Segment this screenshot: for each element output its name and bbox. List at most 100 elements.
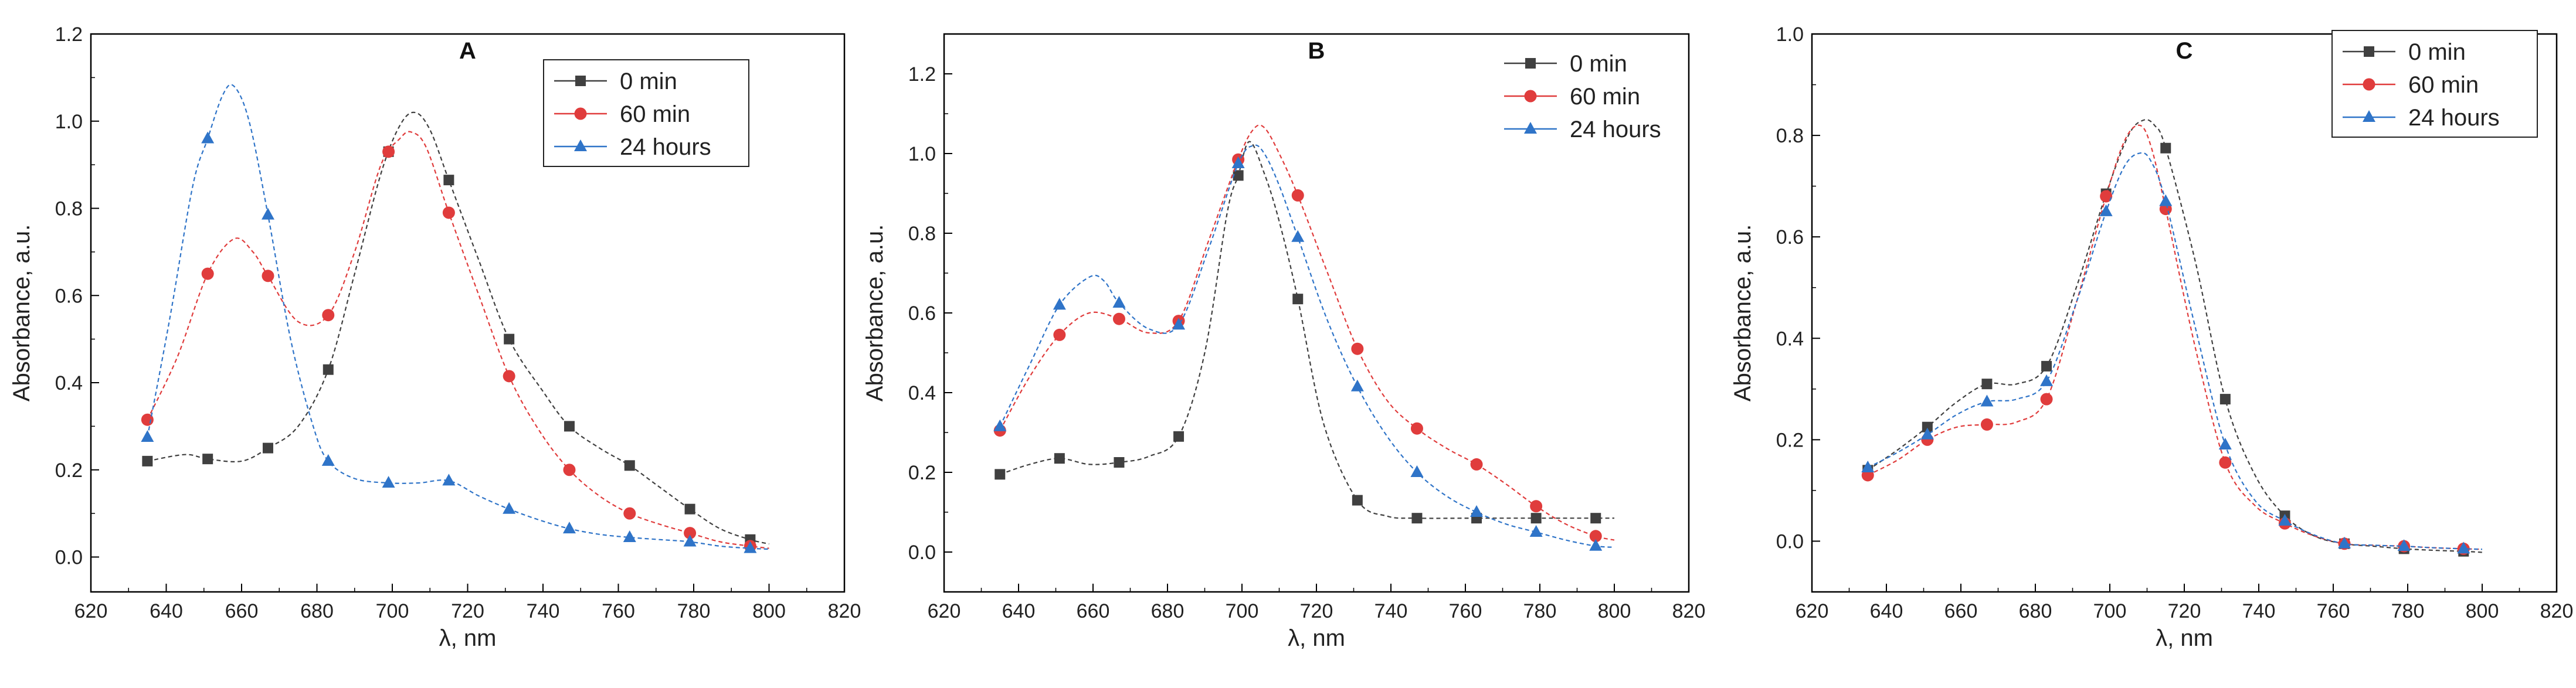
- chart-a-x-axis-label: λ, nm: [439, 625, 497, 651]
- chart-a-y-axis-label: Absorbance, a.u.: [9, 224, 35, 401]
- chart-a-series-0-min-point: [624, 460, 635, 471]
- chart-b-x-tick-label: 680: [1151, 600, 1185, 622]
- chart-b-series-24-hours-point: [1529, 525, 1543, 537]
- chart-b-legend-marker: [1524, 122, 1537, 134]
- chart-c-series-0-min-point: [2160, 142, 2171, 154]
- chart-c-series-60-min-point: [2040, 393, 2053, 406]
- chart-b-x-tick-label: 760: [1449, 600, 1482, 622]
- chart-b-legend-marker: [1525, 58, 1536, 69]
- chart-a-series-0-min-point: [504, 333, 515, 345]
- chart-c-legend-marker: [2363, 110, 2375, 122]
- chart-b-series-0-min-point: [995, 469, 1006, 480]
- chart-c-x-tick-label: 660: [1944, 600, 1978, 622]
- chart-c-series-0-min-point: [2219, 394, 2231, 405]
- chart-a-y-tick-label: 0.2: [55, 459, 83, 482]
- chart-a-series-24-hours-point: [562, 522, 576, 534]
- chart-b-series-24-hours-point: [1291, 230, 1305, 242]
- chart-b-y-axis-label: Absorbance, a.u.: [862, 224, 888, 401]
- chart-a-panel: 620 640 660 680 700 720 740 760 780 800 820 0.0 0.2 0…: [9, 23, 861, 651]
- chart-a-y-tick-label: 0.6: [55, 285, 83, 307]
- chart-c-legend-marker: [2364, 46, 2374, 57]
- chart-b-y-tick-label: 0.6: [908, 302, 936, 325]
- chart-c-series-60-min-point: [2100, 190, 2113, 203]
- chart-c-y-tick-label: 1.0: [1776, 23, 1804, 46]
- chart-a-series-0-min-point: [323, 364, 334, 375]
- chart-a-series-60-min-point: [382, 145, 395, 158]
- chart-c-series-24-hours-point: [2099, 204, 2113, 216]
- chart-b-x-tick-label: 780: [1523, 600, 1557, 622]
- chart-a-title: A: [459, 38, 476, 64]
- chart-a-series-24-hours-point: [442, 474, 456, 486]
- chart-c-series-24-hours-point: [2040, 374, 2054, 386]
- chart-b-series-0-min-point: [1352, 495, 1363, 506]
- chart-c-series-24-hours-point: [1920, 427, 1934, 440]
- chart-b-series-0-min-point: [1233, 170, 1244, 181]
- chart-b-series-24-hours-line: [999, 144, 1615, 548]
- chart-c-x-tick-label: 740: [2242, 600, 2276, 622]
- chart-a-series-24-hours-point: [261, 207, 274, 220]
- chart-c-legend-label: 60 min: [2408, 72, 2479, 98]
- chart-c-x-tick-label: 780: [2391, 600, 2425, 622]
- chart-a-legend-label: 24 hours: [620, 134, 711, 160]
- chart-a-series-0-min-point: [443, 175, 454, 186]
- chart-c-series-24-hours-point: [2338, 536, 2351, 549]
- chart-c-x-axis-label: λ, nm: [2156, 625, 2213, 651]
- chart-c-y-tick-label: 0.8: [1776, 125, 1804, 147]
- chart-a-y-tick-label: 0.8: [55, 198, 83, 220]
- chart-c-x-tick-label: 800: [2466, 600, 2499, 622]
- chart-a-series-0-min-point: [142, 455, 153, 466]
- chart-b-series-60-min-point: [1530, 500, 1543, 513]
- chart-a-y-tick-label: 0.4: [55, 372, 83, 394]
- chart-c-x-tick-label: 820: [2540, 600, 2574, 622]
- chart-c-x-tick-label: 720: [2168, 600, 2201, 622]
- chart-a-series-0-min-point: [684, 503, 695, 515]
- chart-b-series-24-hours-point: [1410, 465, 1424, 477]
- chart-a-y-tick-label: 1.0: [55, 111, 83, 133]
- chart-a-y-tick-label: 0.0: [55, 547, 83, 569]
- chart-a-legend-label: 60 min: [620, 101, 690, 127]
- chart-b-series-24-hours-point: [993, 419, 1007, 431]
- chart-a-series-60-min-point: [684, 527, 697, 540]
- chart-c-series-24-hours-point: [1980, 394, 1994, 407]
- chart-a-x-tick-label: 740: [527, 600, 560, 622]
- chart-c-legend-label: 24 hours: [2408, 105, 2500, 131]
- chart-b-y-tick-label: 0.4: [908, 382, 936, 404]
- chart-a-series-0-min-point: [202, 454, 213, 465]
- chart-a-series-60-min-point: [322, 309, 335, 322]
- chart-a-series-60-min-point: [623, 507, 636, 520]
- chart-b-x-tick-label: 740: [1374, 600, 1408, 622]
- chart-b-series-0-min-point: [1114, 457, 1125, 468]
- chart-b-series-24-hours-point: [1350, 379, 1364, 391]
- chart-b-legend-marker: [1524, 90, 1537, 103]
- chart-b-legend-label: 0 min: [1570, 51, 1627, 77]
- chart-b-series-0-min-line: [999, 141, 1614, 519]
- chart-c-series-0-min-point: [2041, 360, 2052, 372]
- chart-b-series-60-min-point: [1112, 312, 1125, 325]
- chart-c-series-0-min-point: [1981, 379, 1993, 390]
- chart-c-x-tick-label: 760: [2317, 600, 2350, 622]
- chart-b-y-tick-label: 1.2: [908, 63, 936, 86]
- chart-b-series-0-min-point: [1054, 453, 1065, 464]
- chart-a-series-60-min-point: [563, 464, 576, 476]
- chart-c-y-tick-label: 0.0: [1776, 530, 1804, 553]
- chart-a-series-24-hours-point: [503, 502, 516, 514]
- chart-a-series-0-min-point: [262, 442, 273, 454]
- chart-a-legend-marker: [574, 107, 587, 120]
- chart-b-series-60-min-point: [1351, 342, 1364, 355]
- chart-c-series-24-hours-line: [1867, 152, 2483, 550]
- chart-c-series-24-hours-point: [2218, 438, 2232, 450]
- chart-b-series-24-hours-point: [1053, 298, 1066, 310]
- chart-a-y-tick-label: 1.2: [55, 23, 83, 46]
- chart-c-y-tick-label: 0.6: [1776, 226, 1804, 248]
- chart-a-x-tick-label: 620: [74, 600, 108, 622]
- chart-c-legend-label: 0 min: [2408, 39, 2466, 65]
- chart-b-series-0-min-point: [1590, 513, 1601, 524]
- chart-b-y-tick-label: 0.8: [908, 223, 936, 245]
- chart-a-legend-marker: [575, 76, 586, 86]
- chart-a-x-tick-label: 820: [828, 600, 861, 622]
- chart-b-x-axis-label: λ, nm: [1288, 625, 1345, 651]
- chart-c-y-axis-label: Absorbance, a.u.: [1730, 224, 1756, 401]
- chart-c-series-60-min-point: [2219, 456, 2232, 469]
- chart-a-x-tick-label: 800: [752, 600, 786, 622]
